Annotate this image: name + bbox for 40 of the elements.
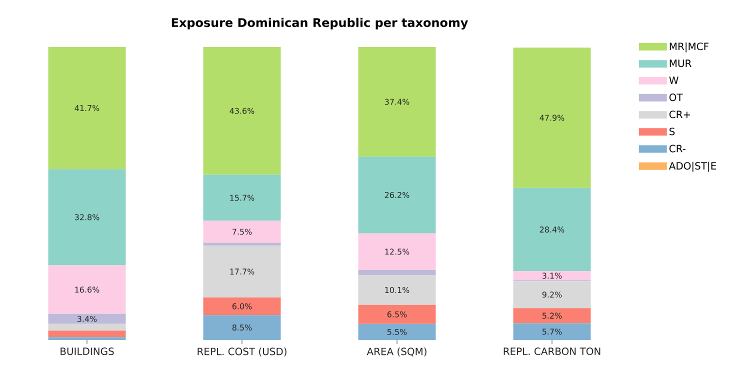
x-tick-label: REPL. CARBON TON xyxy=(504,348,600,356)
x-tick-label: AREA (SQM) xyxy=(366,348,426,356)
bar xyxy=(48,169,126,266)
bar xyxy=(48,330,126,338)
bar xyxy=(48,337,126,340)
legend-label: W xyxy=(669,76,678,84)
bar xyxy=(358,233,436,270)
bar xyxy=(358,304,436,324)
bar xyxy=(358,156,436,234)
bar xyxy=(48,265,126,314)
legend-label: CR- xyxy=(669,144,686,152)
bar xyxy=(203,298,281,316)
bar xyxy=(513,271,591,280)
legend-label: S xyxy=(670,128,675,136)
bar xyxy=(513,48,591,188)
bar xyxy=(358,324,436,340)
bar xyxy=(513,323,591,340)
bar xyxy=(203,246,281,298)
bar xyxy=(203,315,281,340)
bar xyxy=(48,314,126,324)
legend-label: OT xyxy=(669,94,683,102)
bar xyxy=(48,324,126,331)
legend-label: CR+ xyxy=(669,110,690,118)
bar xyxy=(513,281,591,308)
bar xyxy=(358,46,436,157)
bar xyxy=(203,242,281,246)
legend-label: MUR xyxy=(670,60,692,68)
x-tick-label: REPL. COST (USD) xyxy=(198,348,286,356)
bar xyxy=(513,308,591,324)
bar xyxy=(48,46,126,170)
chart-title: Exposure Dominican Republic per taxonomy xyxy=(172,18,468,30)
x-tick-label: BUILDINGS xyxy=(60,348,114,356)
bar xyxy=(358,275,436,305)
legend-label: MR|MCF xyxy=(670,42,708,52)
bar xyxy=(358,270,436,276)
bar xyxy=(513,188,591,272)
bar xyxy=(203,220,281,243)
legend-label: ADO|ST|E xyxy=(668,162,716,172)
bar xyxy=(203,46,281,175)
bar xyxy=(203,174,281,221)
